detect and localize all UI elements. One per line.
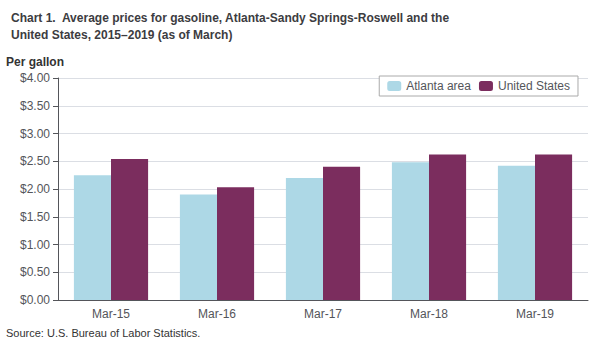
svg-text:$3.00: $3.00 [20,127,50,141]
svg-text:$0.00: $0.00 [20,293,50,307]
svg-text:$1.00: $1.00 [20,238,50,252]
svg-text:Mar-19: Mar-19 [516,307,554,321]
svg-text:Chart 1. Average prices for g: Chart 1. Average prices for gasoline, At… [11,11,449,25]
svg-text:Mar-16: Mar-16 [198,307,236,321]
svg-text:United States, 2015–2019 (as o: United States, 2015–2019 (as of March) [11,28,232,42]
svg-text:$2.00: $2.00 [20,182,50,196]
svg-text:Mar-17: Mar-17 [304,307,342,321]
svg-text:$2.50: $2.50 [20,154,50,168]
svg-text:Per gallon: Per gallon [6,55,64,69]
svg-text:$3.50: $3.50 [20,99,50,113]
svg-text:$0.50: $0.50 [20,265,50,279]
svg-text:Mar-15: Mar-15 [92,307,130,321]
svg-text:$1.50: $1.50 [20,210,50,224]
svg-text:Atlanta area: Atlanta area [406,79,471,93]
svg-text:Source: U.S. Bureau of Labor S: Source: U.S. Bureau of Labor Statistics. [6,327,200,339]
svg-text:$4.00: $4.00 [20,71,50,85]
svg-text:Mar-18: Mar-18 [410,307,448,321]
svg-text:United States: United States [498,79,570,93]
